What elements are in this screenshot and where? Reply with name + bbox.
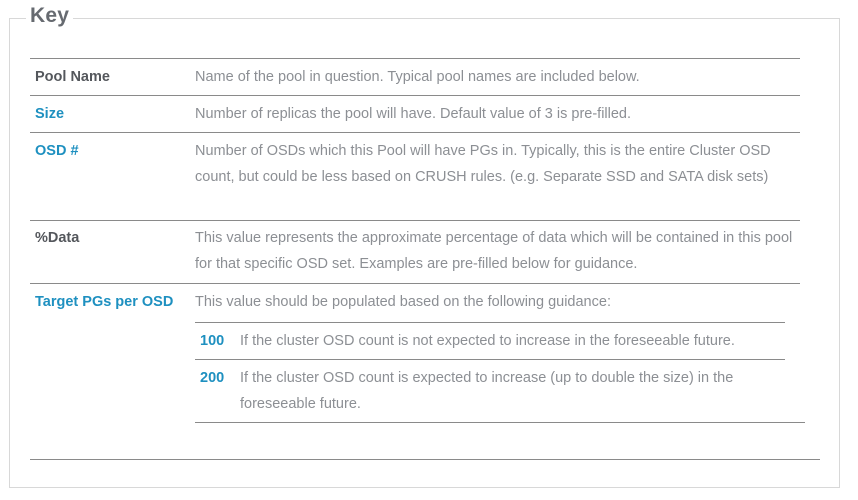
table-row-pool-name: Pool Name Name of the pool in question. … xyxy=(30,59,800,96)
guidance-row: 200 If the cluster OSD count is expected… xyxy=(195,360,805,423)
table-row-osd-count: OSD # Number of OSDs which this Pool wil… xyxy=(30,133,800,221)
key-legend: Key xyxy=(26,4,74,28)
row-key-osd-count: OSD # xyxy=(35,143,79,159)
row-key-data-percent: %Data xyxy=(35,230,80,246)
guidance-table: 100 If the cluster OSD count is not expe… xyxy=(195,321,805,423)
target-pgs-intro: This value should be populated based on … xyxy=(195,294,611,310)
row-desc-data-percent: This value represents the approximate pe… xyxy=(195,230,793,272)
guidance-text: If the cluster OSD count is expected to … xyxy=(240,370,734,412)
guidance-row: 100 If the cluster OSD count is not expe… xyxy=(195,323,785,360)
row-key-pool-name: Pool Name xyxy=(35,69,110,85)
table-row-data-percent: %Data This value represents the approxim… xyxy=(30,221,800,284)
guidance-text: If the cluster OSD count is not expected… xyxy=(240,332,735,349)
row-desc-osd-count: Number of OSDs which this Pool will have… xyxy=(195,143,771,185)
table-row-target-pgs: Target PGs per OSD This value should be … xyxy=(30,284,805,447)
row-desc-pool-name: Name of the pool in question. Typical po… xyxy=(195,69,640,85)
row-desc-target-pgs: This value should be populated based on … xyxy=(195,290,805,447)
guidance-value: 200 xyxy=(200,370,225,386)
bottom-divider xyxy=(30,459,820,460)
key-table: Pool Name Name of the pool in question. … xyxy=(30,58,805,447)
key-fieldset xyxy=(9,18,840,488)
row-key-target-pgs: Target PGs per OSD xyxy=(35,294,174,310)
guidance-value: 100 xyxy=(200,332,225,349)
row-key-size: Size xyxy=(35,106,65,122)
row-desc-size: Number of replicas the pool will have. D… xyxy=(195,106,632,122)
table-row-size: Size Number of replicas the pool will ha… xyxy=(30,96,800,133)
